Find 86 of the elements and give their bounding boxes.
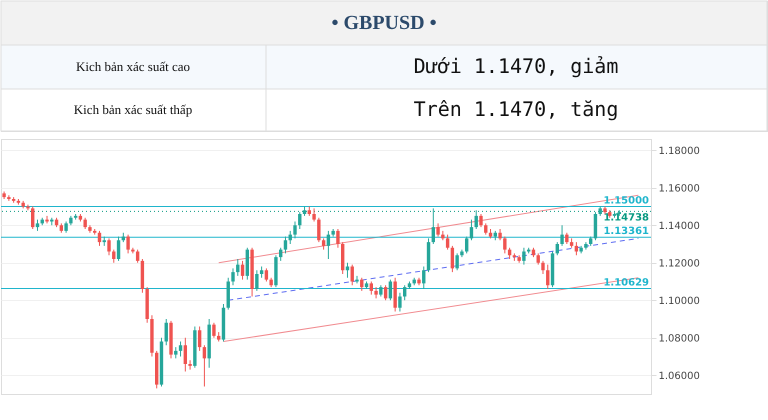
candlestick — [336, 228, 340, 248]
candlestick — [560, 224, 564, 246]
candlestick — [508, 247, 512, 260]
candlestick — [455, 252, 459, 271]
candlestick — [308, 206, 312, 216]
candlestick — [202, 344, 206, 387]
candlestick — [374, 286, 378, 299]
candlestick — [54, 217, 58, 228]
candlestick — [494, 230, 497, 241]
candlestick — [212, 322, 216, 338]
candlestick — [60, 222, 64, 234]
candlestick — [188, 360, 192, 370]
ref-line-label: 1.15000 — [603, 196, 650, 206]
candlestick — [264, 268, 268, 282]
candlestick — [402, 284, 406, 301]
candlestick — [350, 264, 354, 286]
candlestick — [317, 217, 321, 243]
candlestick — [69, 215, 73, 226]
chart-title: • GBPUSD • — [331, 12, 437, 34]
ref-line-label: 1.14738 — [603, 212, 650, 224]
candlestick — [278, 247, 282, 262]
candlestick — [470, 219, 474, 241]
candlestick — [388, 279, 392, 301]
y-tick-label: 1.16000 — [658, 183, 700, 194]
candlestick — [464, 236, 468, 254]
candlestick — [83, 217, 87, 230]
candlestick — [370, 281, 374, 296]
candlestick — [112, 249, 116, 264]
text: Kich bản xác suất thấp — [74, 102, 192, 117]
candlestick — [136, 249, 140, 264]
candlestick — [522, 247, 526, 266]
candlestick — [217, 332, 220, 342]
candlestick — [379, 284, 383, 297]
candlestick — [498, 228, 502, 241]
candlestick — [64, 221, 68, 234]
candlestick — [503, 236, 507, 254]
text: Trên 1.1470, tăng — [414, 97, 618, 121]
text: Kich bản xác suất cao — [76, 59, 190, 74]
candlestick — [174, 346, 178, 359]
candlestick — [422, 266, 426, 290]
candlestick — [474, 210, 478, 230]
candlestick — [565, 232, 569, 244]
ref-line-label: 1.13361 — [603, 226, 650, 238]
ref-line-label: 1.10629 — [603, 277, 650, 288]
candlestick — [450, 245, 454, 273]
candlestick — [240, 260, 244, 280]
candlestick — [312, 208, 316, 222]
candlestick — [122, 232, 126, 243]
candlestick — [116, 236, 120, 262]
candlestick — [532, 247, 536, 258]
candlestick — [598, 206, 602, 216]
candlestick — [346, 262, 350, 278]
candlestick — [255, 270, 259, 292]
y-tick-label: 1.06000 — [658, 370, 700, 382]
y-tick-label: 1.18000 — [658, 146, 700, 157]
candlestick — [536, 252, 540, 266]
candlestick — [126, 234, 130, 254]
candlestick — [432, 208, 435, 244]
candlestick — [360, 277, 364, 292]
candlestick — [260, 266, 264, 278]
candlestick — [588, 236, 592, 246]
candlestick — [164, 318, 168, 346]
candlestick — [236, 258, 240, 276]
y-tick-label: 1.08000 — [658, 333, 700, 344]
candlestick — [398, 292, 402, 312]
candlestick — [326, 230, 330, 260]
candlestick — [446, 234, 450, 250]
candlestick — [288, 230, 292, 244]
candlestick — [269, 277, 273, 288]
candlestick — [484, 222, 488, 236]
text: Dưới 1.1470, giảm — [414, 54, 618, 78]
y-tick-label: 1.10000 — [658, 296, 700, 307]
candlestick — [198, 326, 202, 352]
candlestick — [322, 238, 326, 250]
candlestick — [31, 206, 34, 230]
candlestick — [546, 264, 550, 290]
candlestick — [570, 238, 574, 248]
candlestick — [441, 230, 445, 241]
y-tick-label: 1.14000 — [658, 220, 700, 232]
candlestick — [436, 222, 440, 237]
candlestick — [574, 242, 578, 256]
candlestick — [384, 284, 388, 301]
candlestick — [556, 242, 559, 256]
candlestick — [298, 212, 302, 230]
candlestick — [184, 337, 188, 372]
y-tick-label: 1.12000 — [658, 258, 700, 270]
